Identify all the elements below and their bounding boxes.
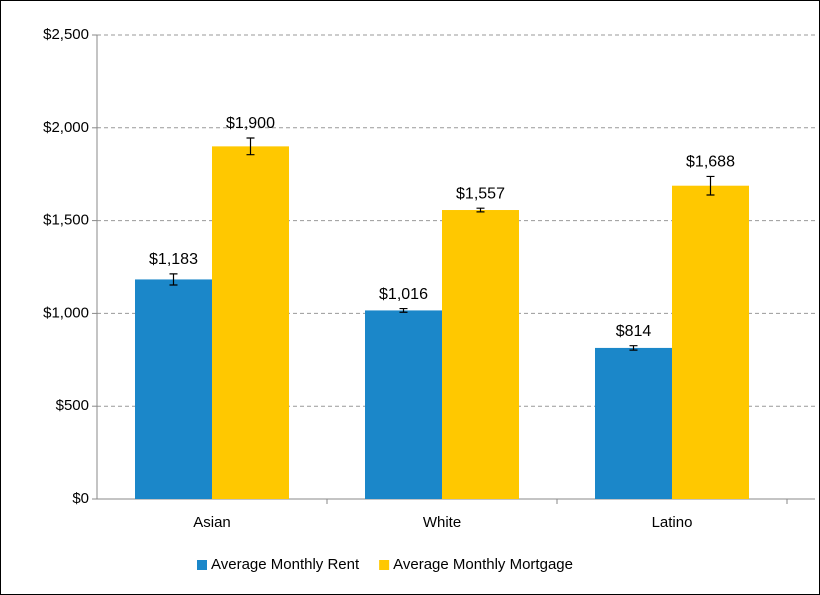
x-tick-label: Asian: [193, 514, 231, 531]
error-bar: [629, 345, 638, 351]
x-tick-label: Latino: [652, 514, 693, 531]
error-bar: [399, 307, 408, 313]
data-label: $1,900: [226, 115, 275, 132]
data-label: $1,183: [149, 251, 198, 268]
y-tick-label: $500: [56, 397, 89, 414]
bar: [672, 185, 749, 499]
y-tick-label: $0: [72, 490, 89, 507]
y-tick-label: $1,500: [43, 212, 89, 229]
bar: [212, 146, 289, 500]
error-bar: [706, 175, 715, 196]
legend-label: Average Monthly Mortgage: [393, 556, 573, 573]
data-label: $1,557: [456, 185, 505, 202]
error-bar: [169, 273, 178, 286]
bar: [442, 210, 519, 499]
y-tick-label: $2,500: [43, 26, 89, 43]
error-bar: [246, 137, 255, 156]
data-label: $814: [616, 323, 652, 340]
y-tick-label: $1,000: [43, 304, 89, 321]
bar: [135, 279, 212, 499]
legend-label: Average Monthly Rent: [211, 556, 360, 573]
bar: [365, 310, 442, 499]
y-tick-label: $2,000: [43, 119, 89, 136]
bar: [595, 347, 672, 499]
data-label: $1,016: [379, 286, 428, 303]
legend-swatch: [379, 560, 390, 570]
legend-swatch: [197, 560, 207, 570]
error-bar: [476, 207, 485, 213]
data-label: $1,688: [686, 154, 735, 171]
x-tick-label: White: [423, 514, 461, 531]
